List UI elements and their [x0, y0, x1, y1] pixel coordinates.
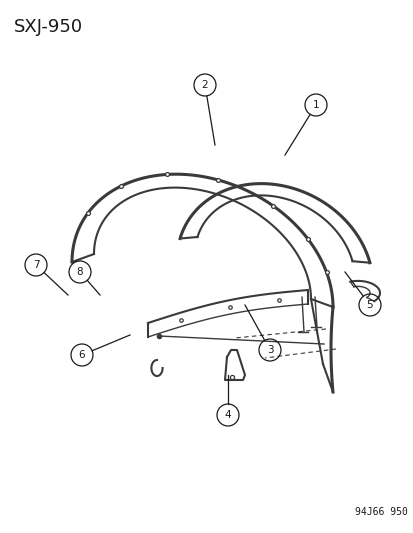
- Text: 6: 6: [78, 350, 85, 360]
- Text: 3: 3: [266, 345, 273, 355]
- Text: 2: 2: [201, 80, 208, 90]
- Text: 5: 5: [366, 300, 373, 310]
- Text: 8: 8: [76, 267, 83, 277]
- Text: 4: 4: [224, 410, 231, 420]
- Text: 7: 7: [33, 260, 39, 270]
- Text: 1: 1: [312, 100, 318, 110]
- Text: 94J66 950: 94J66 950: [354, 507, 407, 517]
- Text: SXJ-950: SXJ-950: [14, 18, 83, 36]
